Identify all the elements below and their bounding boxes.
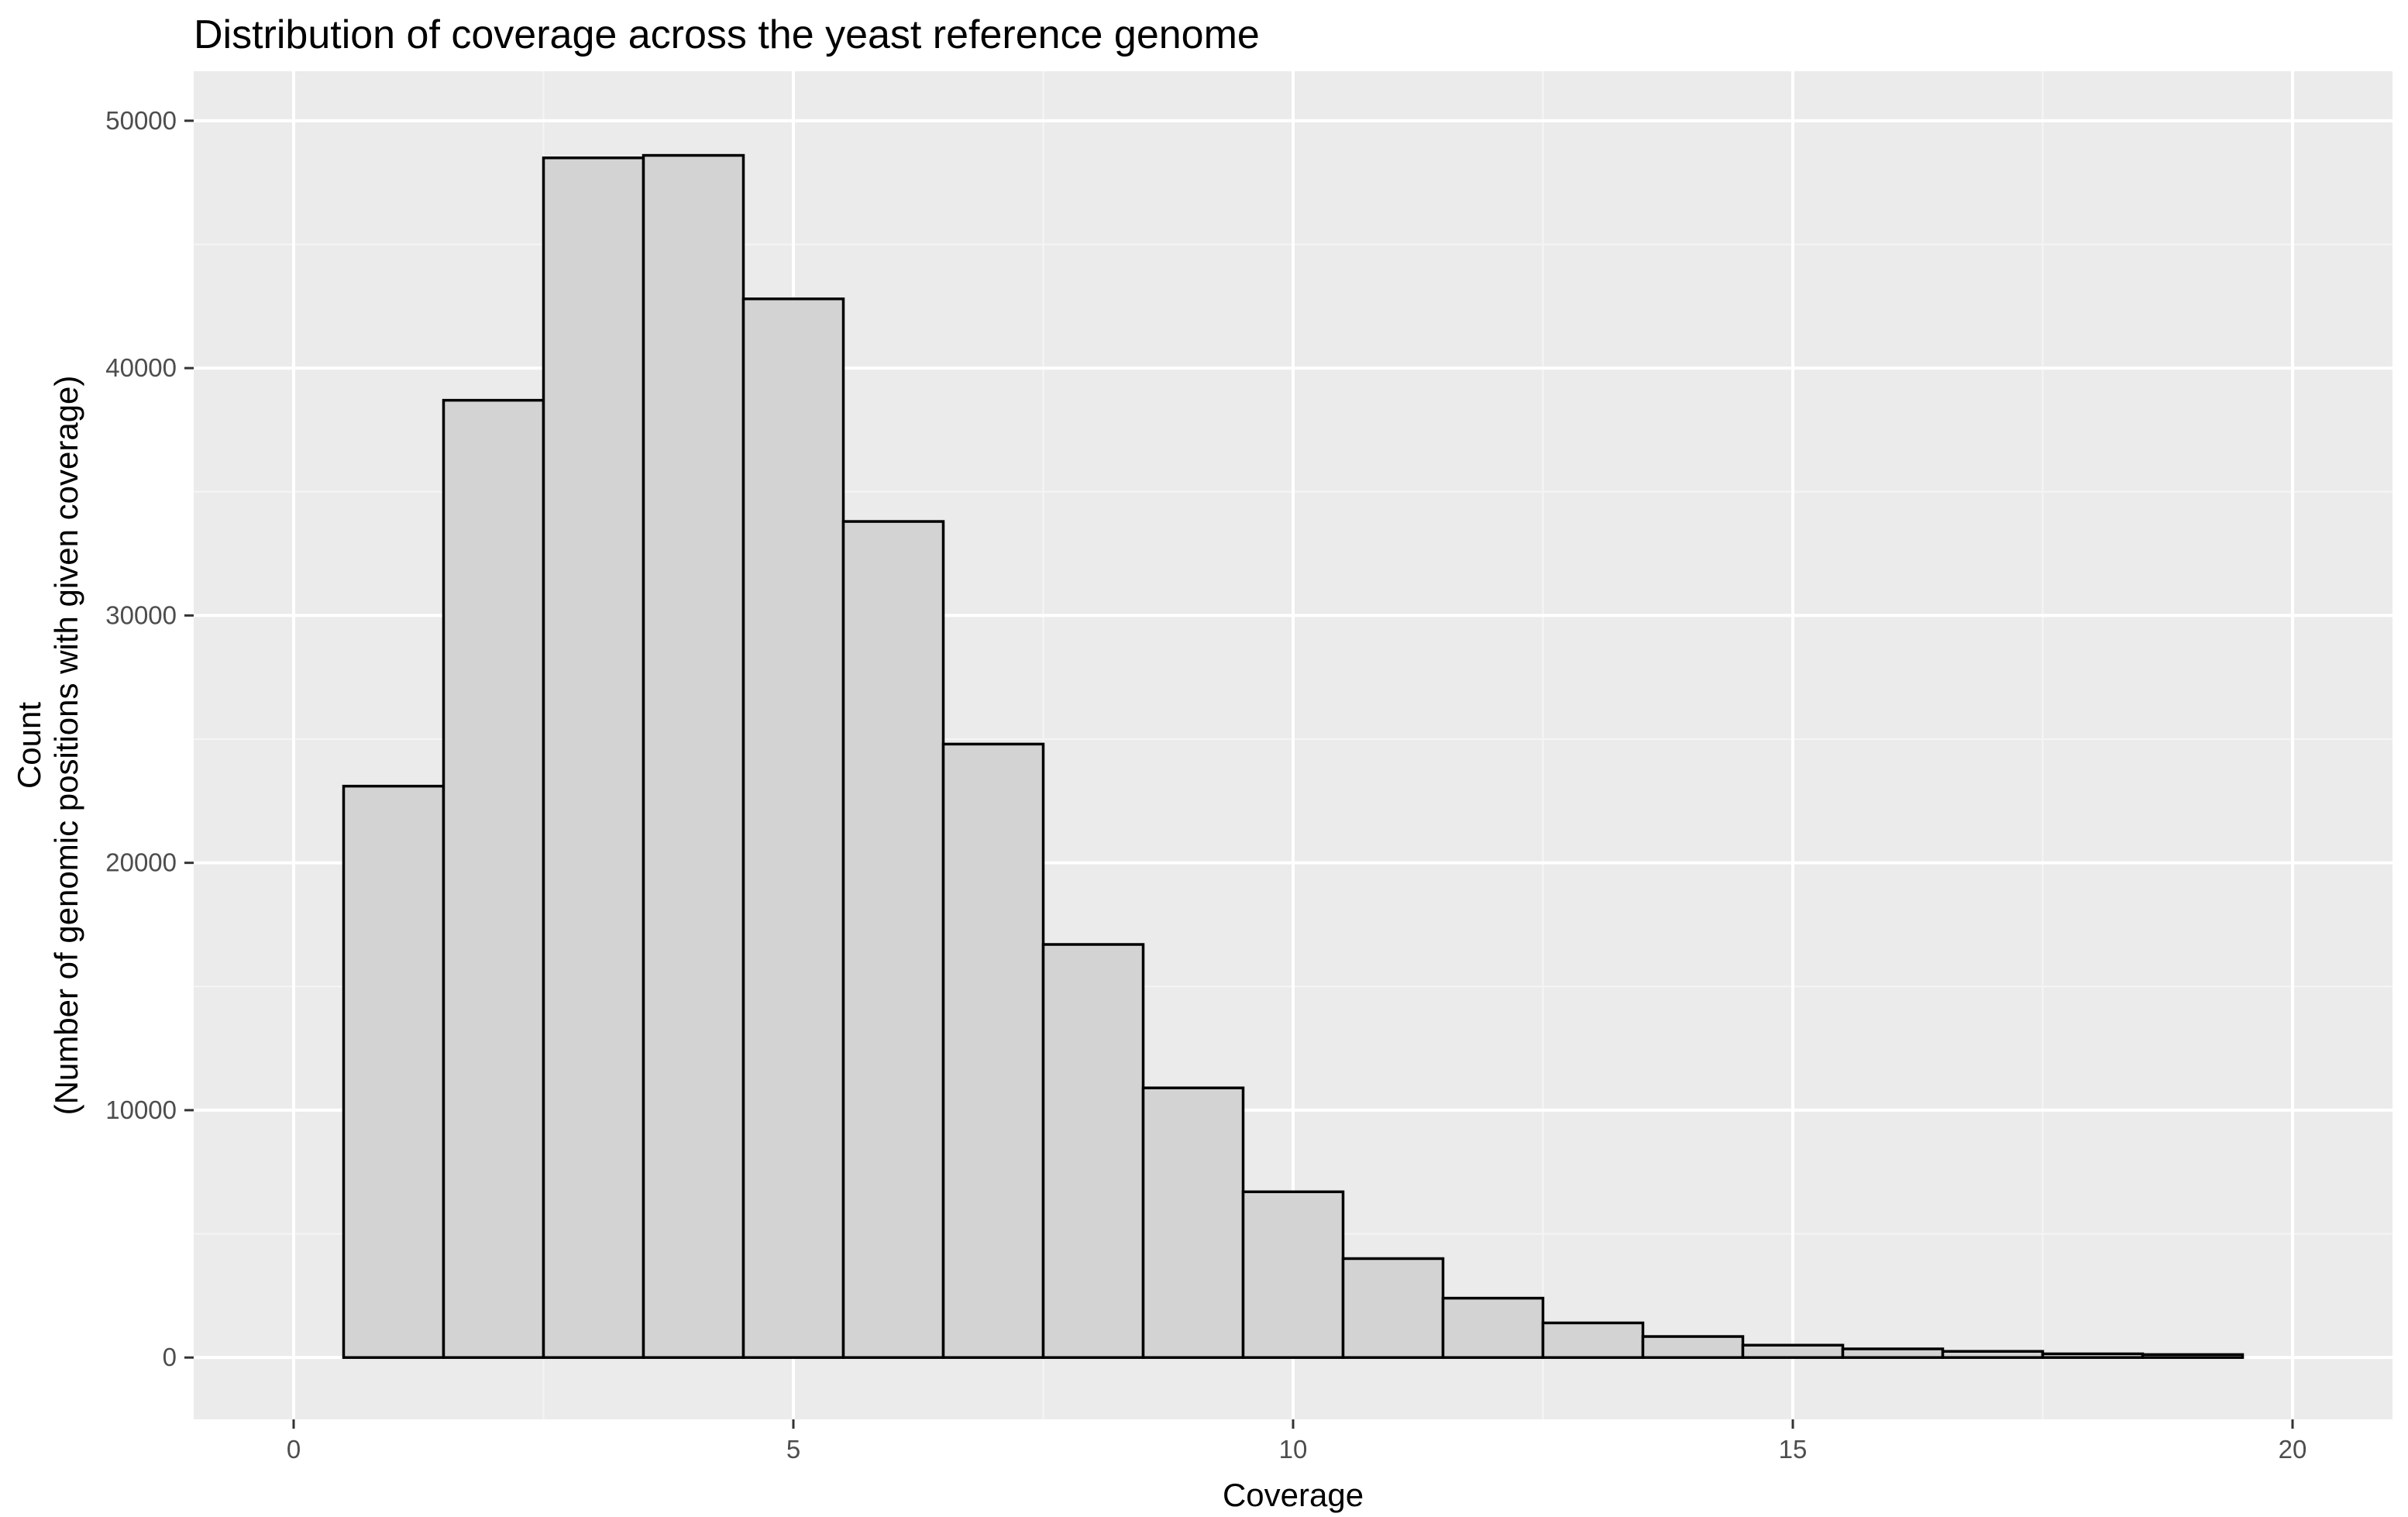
histogram-bar — [2041, 1352, 2145, 1359]
x-axis: 0 5 10 15 20 — [287, 1419, 2307, 1464]
histogram-bar — [1641, 1335, 1745, 1359]
histogram-bar — [1341, 1257, 1445, 1359]
x-axis-title: Coverage — [1223, 1477, 1364, 1513]
histogram-bar — [741, 297, 845, 1359]
x-tick-label: 5 — [786, 1435, 800, 1464]
y-tick-label: 50000 — [105, 106, 177, 135]
y-tick-label: 30000 — [105, 600, 177, 629]
y-axis: 0 10000 20000 30000 40000 50000 — [105, 106, 194, 1371]
x-tick-label: 10 — [1279, 1435, 1308, 1464]
histogram-bar — [1741, 1343, 1845, 1359]
chart-title: Distribution of coverage across the yeas… — [194, 12, 1260, 57]
histogram-bar — [1841, 1347, 1945, 1359]
x-tick-label: 15 — [1779, 1435, 1808, 1464]
histogram-bars — [342, 153, 2245, 1359]
histogram-bar — [642, 153, 745, 1359]
y-tick-label: 10000 — [105, 1096, 177, 1124]
y-tick-label: 0 — [163, 1343, 177, 1371]
y-tick-label: 20000 — [105, 848, 177, 877]
y-axis-title: Count (Number of genomic positions with … — [11, 376, 84, 1116]
histogram-bar — [342, 784, 445, 1359]
histogram-bar — [442, 398, 545, 1359]
histogram-bar — [1141, 1086, 1245, 1359]
x-tick-label: 0 — [287, 1435, 301, 1464]
histogram-bar — [1041, 943, 1145, 1359]
histogram-bar — [542, 156, 645, 1359]
y-axis-title-line-1: Count — [11, 702, 47, 789]
x-tick-label: 20 — [2279, 1435, 2307, 1464]
histogram-bar — [1241, 1190, 1345, 1359]
histogram-bar — [2141, 1353, 2245, 1359]
histogram-bar — [1941, 1350, 2045, 1359]
histogram-bar — [841, 520, 945, 1359]
histogram-bar — [941, 742, 1045, 1359]
y-axis-title-line-2: (Number of genomic positions with given … — [48, 376, 84, 1116]
histogram-bar — [1441, 1296, 1545, 1359]
y-tick-label: 40000 — [105, 353, 177, 382]
histogram-bar — [1541, 1321, 1645, 1359]
